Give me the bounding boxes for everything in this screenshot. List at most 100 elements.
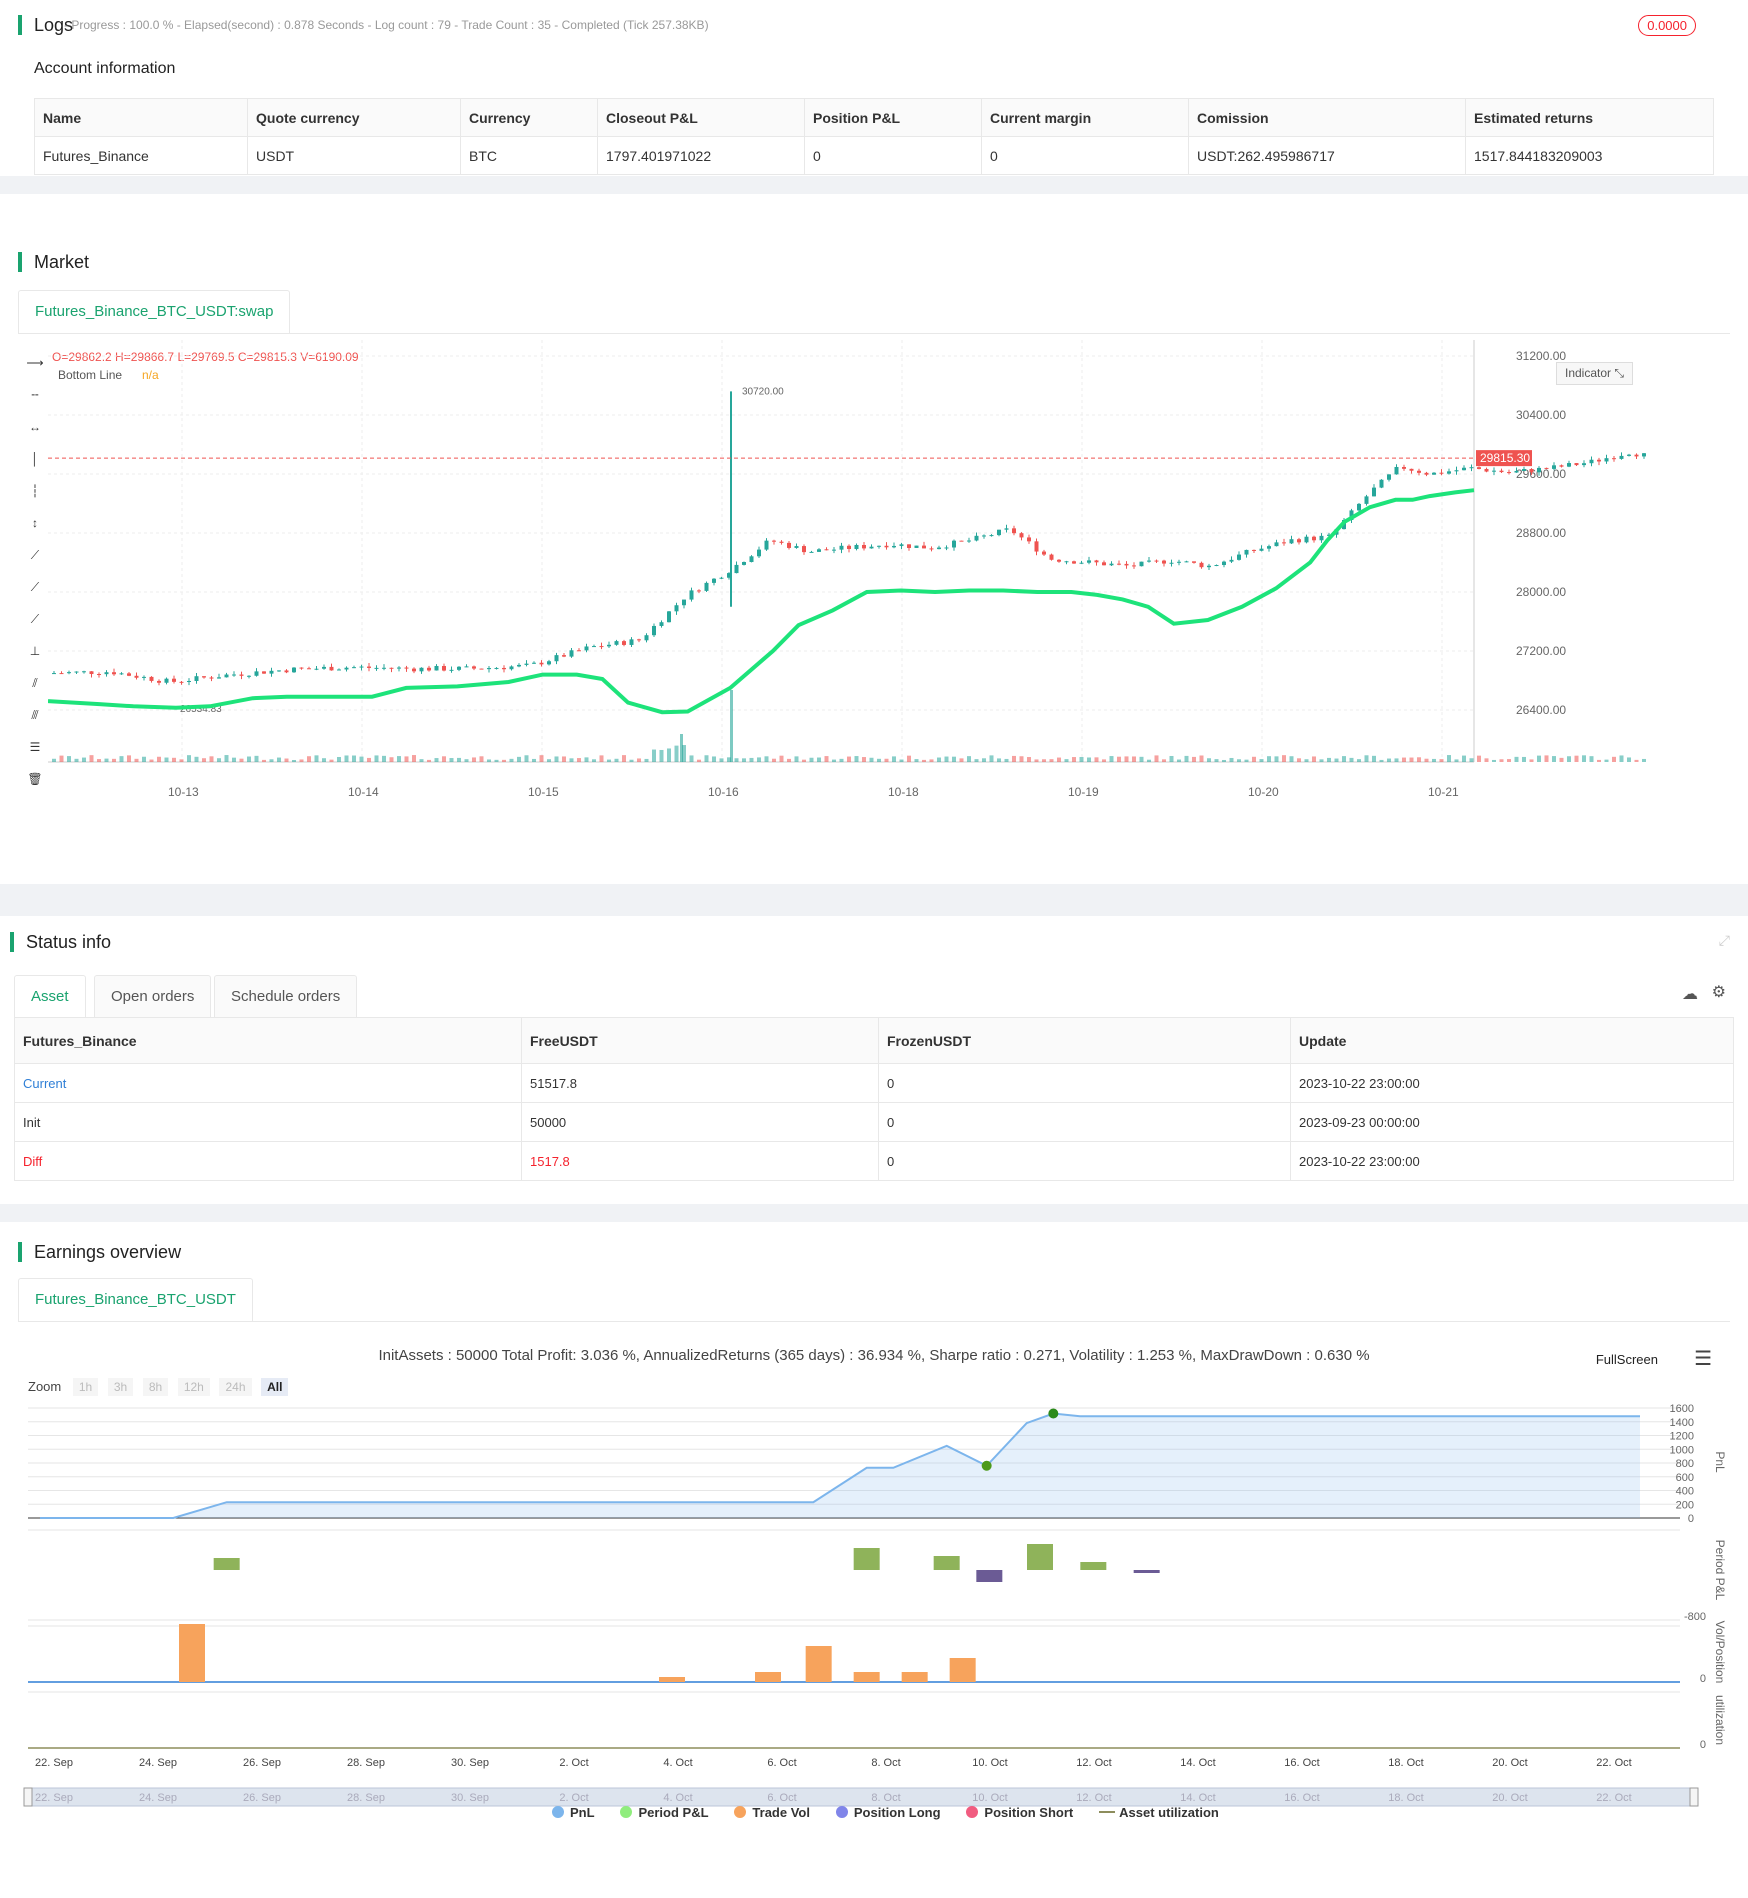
download-icon[interactable]: ☁ xyxy=(1682,986,1698,1003)
tab-market-symbol[interactable]: Futures_Binance_BTC_USDT:swap xyxy=(18,290,291,333)
indicator-button[interactable]: Indicator ⤡ xyxy=(1556,362,1633,385)
horizontal-ray-icon[interactable]: ╌ xyxy=(31,388,39,402)
candlestick-chart[interactable]: 31200.00 30400.00 29600.00 28800.00 28000.00… xyxy=(48,340,1668,812)
tab-open-orders[interactable]: Open orders xyxy=(94,975,212,1018)
volume-bar xyxy=(1402,757,1406,762)
ray-line-icon[interactable]: ⟋ xyxy=(30,580,40,594)
y-tick-label: 28000.00 xyxy=(1516,585,1566,599)
volume-bar xyxy=(772,758,776,762)
trade-vol-bar xyxy=(179,1624,205,1682)
candle xyxy=(899,544,904,546)
legend-asset-utilization[interactable]: Asset utilization xyxy=(1099,1805,1219,1820)
volume-bar xyxy=(1034,759,1039,762)
volume-bar xyxy=(344,755,349,762)
legend-period-pnl[interactable]: Period P&L xyxy=(620,1805,709,1820)
asset-table: Futures_Binance FreeUSDT FrozenUSDT Upda… xyxy=(14,1017,1734,1181)
navigator-tick-label: 30. Sep xyxy=(451,1792,489,1804)
vertical-segment-icon[interactable]: ┆ xyxy=(31,484,39,498)
col-frozen: FrozenUSDT xyxy=(878,1017,1291,1064)
zoom-24h[interactable]: 24h xyxy=(219,1378,252,1396)
volume-bar xyxy=(1379,759,1384,762)
period-pnl-bar xyxy=(933,1556,960,1570)
menu-icon[interactable]: ☰ xyxy=(1694,1348,1712,1370)
legend-trade-vol[interactable]: Trade Vol xyxy=(734,1805,810,1820)
table-row: Diff 1517.8 0 2023-10-22 23:00:00 xyxy=(14,1141,1734,1181)
volume-bar xyxy=(1492,759,1496,762)
volume-bar xyxy=(1589,756,1594,762)
vertical-line-icon[interactable]: │ xyxy=(31,452,39,466)
volume-bar xyxy=(1057,757,1061,762)
volume-bar xyxy=(1132,756,1136,762)
horizontal-line-icon[interactable]: ⟶ xyxy=(26,356,44,370)
candle xyxy=(97,674,101,676)
candle xyxy=(269,670,274,674)
tab-schedule-orders[interactable]: Schedule orders xyxy=(214,975,358,1018)
settings-gear-icon[interactable]: ⚙ xyxy=(1711,984,1726,1001)
candle xyxy=(1552,465,1556,469)
legend-position-long[interactable]: Position Long xyxy=(835,1805,941,1820)
segment-icon[interactable]: ⟋ xyxy=(30,612,40,626)
candle xyxy=(1477,467,1481,469)
extended-line-icon[interactable]: ↔ xyxy=(29,420,41,434)
candle xyxy=(1064,561,1069,563)
trend-line-icon[interactable]: ⟋ xyxy=(30,548,40,562)
period-pnl-bar xyxy=(976,1570,1003,1582)
y-tick-label: 400 xyxy=(1676,1486,1694,1498)
candle xyxy=(112,672,116,675)
candle xyxy=(524,663,529,665)
volume-bar xyxy=(232,757,236,762)
legend-position-short[interactable]: Position Short xyxy=(966,1805,1073,1820)
tab-earnings-symbol[interactable]: Futures_Binance_BTC_USDT xyxy=(18,1278,253,1321)
row-label-current[interactable]: Current xyxy=(14,1063,522,1103)
volume-bar xyxy=(164,757,169,762)
vertical-ray-icon[interactable]: ↕ xyxy=(32,516,38,530)
volume-bar xyxy=(1042,759,1046,762)
candle xyxy=(442,665,446,671)
volume-bar xyxy=(52,758,56,762)
zoom-12h[interactable]: 12h xyxy=(177,1378,210,1396)
fibonacci-icon[interactable]: ⫻ xyxy=(31,708,39,722)
volume-bar xyxy=(1087,757,1091,762)
profit-badge[interactable]: 0.0000 xyxy=(1638,15,1696,36)
zoom-3h[interactable]: 3h xyxy=(107,1378,134,1396)
trade-vol-bar xyxy=(805,1646,832,1682)
y-tick-label: 28800.00 xyxy=(1516,526,1566,540)
volume-bar xyxy=(1027,757,1031,762)
x-tick-label: 10-21 xyxy=(1428,785,1459,799)
expand-panel-icon[interactable]: ⤢ xyxy=(1718,932,1730,948)
navigator-tick-label: 2. Oct xyxy=(559,1792,588,1804)
panel-label: Period P&L xyxy=(1713,1540,1727,1601)
cell: 2023-10-22 23:00:00 xyxy=(1290,1141,1734,1181)
fullscreen-button[interactable]: FullScreen xyxy=(1595,1352,1658,1367)
zoom-8h[interactable]: 8h xyxy=(142,1378,169,1396)
candle xyxy=(1109,563,1114,566)
volume-bar xyxy=(1522,756,1526,762)
tab-asset[interactable]: Asset xyxy=(14,975,86,1018)
candle xyxy=(164,678,169,683)
candle xyxy=(554,655,559,662)
volume-bar xyxy=(1139,756,1144,762)
cell: 1797.401971022 xyxy=(597,136,805,175)
col-free: FreeUSDT xyxy=(521,1017,879,1064)
volume-bar xyxy=(1462,755,1466,762)
volume-bar xyxy=(1229,757,1234,762)
candle xyxy=(1634,454,1639,457)
candle xyxy=(517,664,521,667)
legend-pnl[interactable]: PnL xyxy=(552,1805,595,1820)
volume-bar xyxy=(854,756,859,762)
navigator-handle-right xyxy=(1689,1787,1699,1807)
delete-icon[interactable]: 🗑 xyxy=(27,772,43,786)
ruler-icon[interactable]: ☰ xyxy=(29,740,41,754)
candle xyxy=(307,668,311,670)
candle xyxy=(1169,562,1174,564)
earnings-title: Earnings overview xyxy=(18,1242,181,1262)
zoom-all[interactable]: All xyxy=(261,1378,289,1396)
volume-bar xyxy=(1477,755,1481,762)
volume-bar xyxy=(269,759,274,762)
price-label-icon[interactable]: ⊥ xyxy=(29,644,41,658)
parallel-channel-icon[interactable]: ⫽ xyxy=(32,676,38,690)
volume-bar xyxy=(712,756,716,762)
zoom-1h[interactable]: 1h xyxy=(72,1378,99,1396)
volume-bar xyxy=(839,758,844,762)
